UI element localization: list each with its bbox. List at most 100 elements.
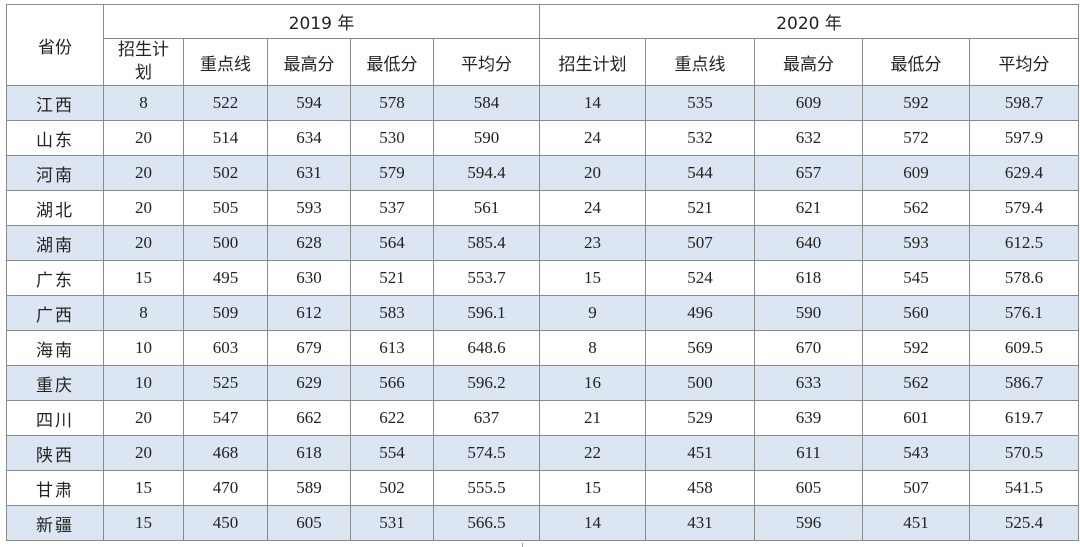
cell-2020-enrollment-plan: 16 xyxy=(539,365,647,401)
col-2020-lowest: 最低分 xyxy=(862,38,971,86)
cell-2020-highest: 670 xyxy=(754,330,864,366)
col-2019-lowest: 最低分 xyxy=(350,38,434,86)
cell-2019-enrollment-plan: 15 xyxy=(103,260,184,296)
cell-2020-key-line: 544 xyxy=(645,155,756,191)
year-2019-header: 2019 年 xyxy=(102,4,541,39)
table-body: 江西 8 522 594 578 584 14 535 609 592 598.7 山东 20 514 63… xyxy=(6,85,1080,541)
cell-2019-highest: 618 xyxy=(267,435,351,471)
cell-2020-average: 629.4 xyxy=(969,155,1080,191)
cell-2019-average: 555.5 xyxy=(432,470,541,506)
table-row: 四川 20 547 662 622 637 21 529 639 601 619.7 xyxy=(6,400,1080,436)
cell-2020-highest: 632 xyxy=(754,120,864,156)
cell-2019-average: 585.4 xyxy=(432,225,541,261)
cell-2019-enrollment-plan: 20 xyxy=(103,435,184,471)
cell-2020-lowest: 562 xyxy=(862,190,971,226)
cell-2019-lowest: 578 xyxy=(350,85,434,121)
col-2020-enrollment-plan: 招生计划 xyxy=(539,38,647,86)
table-row: 海南 10 603 679 613 648.6 8 569 670 592 609.5 xyxy=(6,330,1080,366)
cell-2019-key-line: 525 xyxy=(183,365,268,401)
table-row: 甘肃 15 470 589 502 555.5 15 458 605 507 541.5 xyxy=(6,470,1080,506)
cell-2019-enrollment-plan: 20 xyxy=(103,190,184,226)
cell-2019-enrollment-plan: 8 xyxy=(103,295,184,331)
table-row: 广西 8 509 612 583 596.1 9 496 590 560 576.1 xyxy=(6,295,1080,331)
cell-2019-highest: 631 xyxy=(267,155,351,191)
cell-2020-key-line: 521 xyxy=(645,190,756,226)
cell-2020-key-line: 569 xyxy=(645,330,756,366)
cell-2020-enrollment-plan: 8 xyxy=(539,330,647,366)
cell-2019-enrollment-plan: 8 xyxy=(103,85,184,121)
cell-2019-highest: 662 xyxy=(267,400,351,436)
cell-2019-lowest: 613 xyxy=(350,330,434,366)
cell-2020-key-line: 532 xyxy=(645,120,756,156)
cell-2020-average: 570.5 xyxy=(969,435,1080,471)
cell-2019-key-line: 522 xyxy=(183,85,268,121)
cell-2020-highest: 633 xyxy=(754,365,864,401)
cell-2020-enrollment-plan: 15 xyxy=(539,260,647,296)
col-2020-highest: 最高分 xyxy=(754,38,864,86)
cell-2020-average: 586.7 xyxy=(969,365,1080,401)
cell-2019-lowest: 521 xyxy=(350,260,434,296)
cell-2019-key-line: 470 xyxy=(183,470,268,506)
cell-2019-average: 584 xyxy=(432,85,541,121)
cell-2019-enrollment-plan: 10 xyxy=(103,330,184,366)
province-cell: 广西 xyxy=(6,295,104,331)
cell-2020-key-line: 524 xyxy=(645,260,756,296)
province-cell: 江西 xyxy=(6,85,104,121)
cell-2020-highest: 596 xyxy=(754,505,864,541)
page-edge-mark xyxy=(522,543,523,547)
cell-2020-highest: 657 xyxy=(754,155,864,191)
cell-2019-highest: 605 xyxy=(267,505,351,541)
province-cell: 重庆 xyxy=(6,365,104,401)
cell-2019-enrollment-plan: 15 xyxy=(103,505,184,541)
cell-2019-key-line: 502 xyxy=(183,155,268,191)
province-header: 省份 xyxy=(6,4,104,86)
cell-2020-lowest: 507 xyxy=(862,470,971,506)
cell-2019-enrollment-plan: 20 xyxy=(103,155,184,191)
cell-2019-lowest: 531 xyxy=(350,505,434,541)
cell-2019-lowest: 502 xyxy=(350,470,434,506)
cell-2019-key-line: 450 xyxy=(183,505,268,541)
col-2019-enrollment-plan: 招生计划 xyxy=(103,38,184,86)
cell-2019-highest: 589 xyxy=(267,470,351,506)
cell-2020-lowest: 545 xyxy=(862,260,971,296)
cell-2019-key-line: 547 xyxy=(183,400,268,436)
cell-2019-key-line: 495 xyxy=(183,260,268,296)
cell-2020-lowest: 601 xyxy=(862,400,971,436)
cell-2019-average: 566.5 xyxy=(432,505,541,541)
cell-2020-average: 609.5 xyxy=(969,330,1080,366)
cell-2020-lowest: 592 xyxy=(862,85,971,121)
cell-2020-key-line: 451 xyxy=(645,435,756,471)
year-2020-header: 2020 年 xyxy=(539,4,1080,39)
cell-2019-average: 553.7 xyxy=(432,260,541,296)
cell-2020-enrollment-plan: 22 xyxy=(539,435,647,471)
cell-2019-lowest: 537 xyxy=(350,190,434,226)
cell-2019-lowest: 622 xyxy=(350,400,434,436)
cell-2019-key-line: 500 xyxy=(183,225,268,261)
cell-2019-highest: 679 xyxy=(267,330,351,366)
cell-2020-average: 579.4 xyxy=(969,190,1080,226)
cell-2020-average: 597.9 xyxy=(969,120,1080,156)
table-row: 新疆 15 450 605 531 566.5 14 431 596 451 525.4 xyxy=(6,505,1080,541)
cell-2019-average: 596.2 xyxy=(432,365,541,401)
cell-2019-lowest: 579 xyxy=(350,155,434,191)
cell-2020-highest: 609 xyxy=(754,85,864,121)
cell-2019-key-line: 505 xyxy=(183,190,268,226)
table-row: 重庆 10 525 629 566 596.2 16 500 633 562 586.7 xyxy=(6,365,1080,401)
cell-2019-lowest: 554 xyxy=(350,435,434,471)
cell-2019-highest: 594 xyxy=(267,85,351,121)
cell-2020-highest: 605 xyxy=(754,470,864,506)
cell-2020-highest: 590 xyxy=(754,295,864,331)
col-2019-key-line: 重点线 xyxy=(183,38,268,86)
cell-2019-highest: 630 xyxy=(267,260,351,296)
table-row: 湖北 20 505 593 537 561 24 521 621 562 579.4 xyxy=(6,190,1080,226)
table-row: 山东 20 514 634 530 590 24 532 632 572 597.9 xyxy=(6,120,1080,156)
cell-2019-enrollment-plan: 10 xyxy=(103,365,184,401)
cell-2019-average: 574.5 xyxy=(432,435,541,471)
cell-2019-average: 596.1 xyxy=(432,295,541,331)
cell-2019-key-line: 509 xyxy=(183,295,268,331)
col-2020-average: 平均分 xyxy=(969,38,1080,86)
province-cell: 湖南 xyxy=(6,225,104,261)
cell-2020-highest: 621 xyxy=(754,190,864,226)
province-cell: 山东 xyxy=(6,120,104,156)
province-cell: 四川 xyxy=(6,400,104,436)
